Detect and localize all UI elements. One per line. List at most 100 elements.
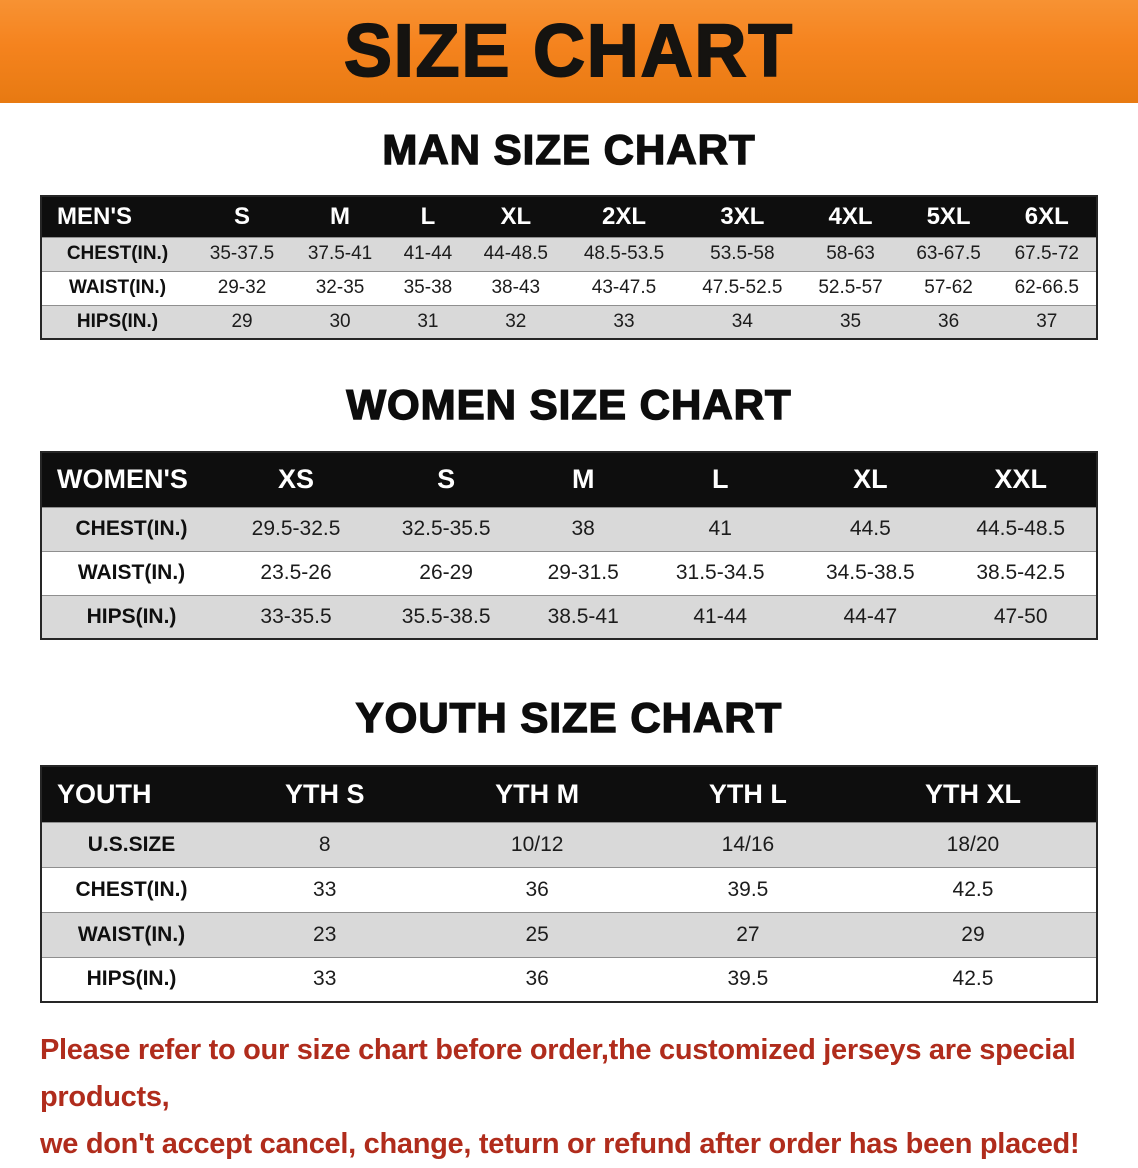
row-label-cell: WAIST(IN.)	[41, 550, 221, 595]
size-column-header: XL	[795, 452, 946, 507]
value-cell: 39.5	[645, 866, 850, 912]
value-cell: 38.5-42.5	[945, 550, 1097, 595]
charts-container: MAN SIZE CHART MEN'S S M L XL 2XL 3XL 4XL 5XL 6XL…	[0, 126, 1138, 1003]
size-column-header: XXL	[945, 452, 1097, 507]
value-cell: 39.5	[645, 956, 850, 1002]
value-cell: 57-62	[899, 270, 998, 305]
size-column-header: XS	[221, 452, 372, 507]
size-column-header: YTH L	[645, 766, 850, 822]
value-cell: 43-47.5	[564, 270, 684, 305]
value-cell: 29.5-32.5	[221, 506, 372, 551]
women-chart-heading: WOMEN SIZE CHART	[346, 381, 792, 428]
size-column-header: S	[371, 452, 522, 507]
value-cell: 67.5-72	[997, 236, 1097, 271]
value-cell: 18/20	[849, 821, 1097, 867]
size-column-header: S	[193, 196, 292, 237]
men-size-table: MEN'S S M L XL 2XL 3XL 4XL 5XL 6XL CHEST(IN.) 35-37…	[40, 195, 1098, 340]
size-column-header: 5XL	[899, 196, 998, 237]
row-label-cell: CHEST(IN.)	[41, 506, 221, 551]
value-cell: 32	[466, 304, 565, 339]
table-row: HIPS(IN.) 29 30 31 32 33 34 35 36 37	[41, 304, 1097, 339]
size-column-header: YTH S	[221, 766, 429, 822]
men-chart-heading: MAN SIZE CHART	[382, 126, 756, 173]
table-header-row: MEN'S S M L XL 2XL 3XL 4XL 5XL 6XL	[41, 196, 1097, 237]
value-cell: 48.5-53.5	[564, 236, 684, 271]
size-column-header: YTH XL	[849, 766, 1097, 822]
table-row: U.S.SIZE 8 10/12 14/16 18/20	[41, 821, 1097, 867]
value-cell: 38-43	[466, 270, 565, 305]
table-row: WAIST(IN.) 23 25 27 29	[41, 911, 1097, 957]
size-column-header: XL	[466, 196, 565, 237]
value-cell: 31	[389, 304, 467, 339]
value-cell: 44-47	[795, 594, 946, 639]
row-label-cell: CHEST(IN.)	[41, 236, 193, 271]
row-label-cell: HIPS(IN.)	[41, 304, 193, 339]
value-cell: 23.5-26	[221, 550, 372, 595]
section-youth-size-chart: YOUTH SIZE CHART YOUTH YTH S YTH M YTH L YTH…	[0, 694, 1138, 1003]
value-cell: 29-32	[193, 270, 292, 305]
value-cell: 31.5-34.5	[645, 550, 796, 595]
section-men-size-chart: MAN SIZE CHART MEN'S S M L XL 2XL 3XL 4XL 5XL 6XL…	[0, 126, 1138, 340]
value-cell: 34	[683, 304, 802, 339]
value-cell: 29	[193, 304, 292, 339]
value-cell: 14/16	[645, 821, 850, 867]
value-cell: 38.5-41	[521, 594, 646, 639]
value-cell: 62-66.5	[997, 270, 1097, 305]
value-cell: 52.5-57	[801, 270, 900, 305]
size-column-header: L	[389, 196, 467, 237]
youth-chart-heading: YOUTH SIZE CHART	[355, 694, 783, 741]
value-cell: 44.5	[795, 506, 946, 551]
row-label-cell: HIPS(IN.)	[41, 956, 221, 1002]
row-label-cell: U.S.SIZE	[41, 821, 221, 867]
value-cell: 44-48.5	[466, 236, 565, 271]
value-cell: 35-37.5	[193, 236, 292, 271]
size-column-header: M	[521, 452, 646, 507]
women-size-table: WOMEN'S XS S M L XL XXL CHEST(IN.) 29.5-32.5 32.5…	[40, 451, 1098, 640]
size-column-header: 3XL	[683, 196, 802, 237]
value-cell: 34.5-38.5	[795, 550, 946, 595]
value-cell: 36	[899, 304, 998, 339]
table-row: CHEST(IN.) 29.5-32.5 32.5-35.5 38 41 44.5 44.5…	[41, 506, 1097, 551]
size-column-header: L	[645, 452, 796, 507]
value-cell: 53.5-58	[683, 236, 802, 271]
table-row: HIPS(IN.) 33 36 39.5 42.5	[41, 956, 1097, 1002]
table-title-cell: MEN'S	[41, 196, 193, 237]
value-cell: 32.5-35.5	[371, 506, 522, 551]
value-cell: 29	[849, 911, 1097, 957]
table-row: HIPS(IN.) 33-35.5 35.5-38.5 38.5-41 41-44 44-…	[41, 594, 1097, 639]
table-header-row: YOUTH YTH S YTH M YTH L YTH XL	[41, 766, 1097, 822]
value-cell: 36	[428, 866, 646, 912]
page-title: SIZE CHART	[343, 8, 795, 92]
value-cell: 35	[801, 304, 900, 339]
value-cell: 30	[291, 304, 390, 339]
value-cell: 37.5-41	[291, 236, 390, 271]
value-cell: 63-67.5	[899, 236, 998, 271]
value-cell: 41-44	[389, 236, 467, 271]
table-row: CHEST(IN.) 33 36 39.5 42.5	[41, 866, 1097, 912]
value-cell: 32-35	[291, 270, 390, 305]
section-women-size-chart: WOMEN SIZE CHART WOMEN'S XS S M L XL XXL CHEST(…	[0, 381, 1138, 640]
row-label-cell: HIPS(IN.)	[41, 594, 221, 639]
value-cell: 37	[997, 304, 1097, 339]
value-cell: 41-44	[645, 594, 796, 639]
table-row: CHEST(IN.) 35-37.5 37.5-41 41-44 44-48.5 48.5…	[41, 236, 1097, 271]
row-label-cell: CHEST(IN.)	[41, 866, 221, 912]
table-row: WAIST(IN.) 29-32 32-35 35-38 38-43 43-47.5 47.…	[41, 270, 1097, 305]
value-cell: 36	[428, 956, 646, 1002]
value-cell: 10/12	[428, 821, 646, 867]
value-cell: 47-50	[945, 594, 1097, 639]
value-cell: 26-29	[371, 550, 522, 595]
size-column-header: 2XL	[564, 196, 684, 237]
size-column-header: 6XL	[997, 196, 1097, 237]
value-cell: 35.5-38.5	[371, 594, 522, 639]
value-cell: 25	[428, 911, 646, 957]
value-cell: 23	[221, 911, 429, 957]
value-cell: 33	[221, 866, 429, 912]
value-cell: 58-63	[801, 236, 900, 271]
size-column-header: 4XL	[801, 196, 900, 237]
table-header-row: WOMEN'S XS S M L XL XXL	[41, 452, 1097, 507]
note-line-1: Please refer to our size chart before or…	[40, 1034, 1076, 1113]
disclaimer-note: Please refer to our size chart before or…	[40, 1027, 1098, 1168]
value-cell: 41	[645, 506, 796, 551]
